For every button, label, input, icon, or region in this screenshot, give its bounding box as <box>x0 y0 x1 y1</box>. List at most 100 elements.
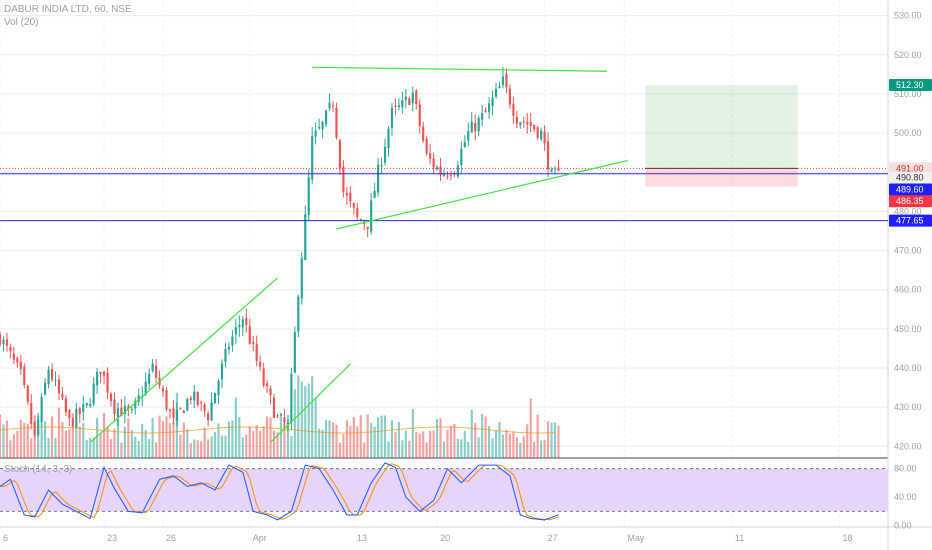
volume-bar <box>352 416 355 458</box>
candle-body <box>40 396 43 423</box>
volume-bar <box>120 442 123 458</box>
volume-bar <box>342 434 345 458</box>
volume-bar <box>200 441 203 458</box>
volume-bar <box>488 426 491 458</box>
price-tag-label: 486.35 <box>896 196 924 206</box>
volume-bar <box>276 432 279 458</box>
volume-bar <box>335 424 338 458</box>
volume-bar <box>12 434 15 458</box>
price-tag <box>889 171 932 184</box>
volume-bar <box>224 435 227 458</box>
volume-bar <box>47 438 50 458</box>
volume-bar <box>543 439 546 458</box>
candle-body <box>425 139 428 154</box>
candle-body <box>519 122 522 126</box>
volume-bar <box>429 431 432 458</box>
volume-bar <box>321 429 324 458</box>
chart-title: DABUR INDIA LTD, 60, NSE <box>4 4 132 15</box>
candle-body <box>30 403 33 424</box>
volume-bar <box>432 430 435 458</box>
time-tick-label: 18 <box>842 533 852 543</box>
volume-bar <box>442 441 446 458</box>
candle-body <box>213 392 217 404</box>
volume-bar <box>92 437 95 458</box>
candle-body <box>318 126 321 129</box>
candle-body <box>96 371 99 386</box>
volume-bar <box>134 436 137 458</box>
volume-ma-line <box>0 426 556 434</box>
volume-bar <box>515 437 518 458</box>
volume-bar <box>189 442 192 458</box>
volume-bar <box>186 429 189 458</box>
candle-body <box>148 373 151 384</box>
candle-body <box>515 116 518 124</box>
candle-body <box>342 166 345 193</box>
volume-bar <box>300 381 303 458</box>
candle-body <box>508 88 511 105</box>
volume-bar <box>446 429 449 458</box>
volume-bar <box>470 409 473 458</box>
candle-body <box>68 410 71 419</box>
candle-body <box>26 385 29 402</box>
volume-bar <box>522 436 525 458</box>
volume-bar <box>408 440 411 458</box>
volume-bar <box>331 422 335 458</box>
volume-bar <box>64 430 67 458</box>
price-tag <box>889 214 932 227</box>
stoch-tick-label: 80.00 <box>894 464 917 474</box>
trendline <box>89 277 278 443</box>
candle-body <box>522 121 525 123</box>
candle-body <box>276 415 279 417</box>
time-tick-label: 6 <box>3 533 8 543</box>
candle-body <box>418 104 421 126</box>
volume-bar <box>193 439 196 458</box>
candle-body <box>23 366 26 386</box>
candle-body <box>217 381 220 396</box>
volume-bar <box>57 407 61 458</box>
candle-body <box>328 102 331 109</box>
volume-bar <box>179 434 182 458</box>
volume-bar <box>501 434 505 458</box>
price-tick-label: 420.00 <box>894 441 922 451</box>
candle-body <box>512 104 515 116</box>
candle-body <box>272 397 276 418</box>
candle-body <box>113 399 116 415</box>
candle-body <box>172 408 175 418</box>
volume-bar <box>456 438 459 458</box>
candle-body <box>404 96 407 101</box>
candle-body <box>19 361 22 370</box>
volume-bar <box>113 428 116 458</box>
volume-bar <box>196 440 199 458</box>
candle-body <box>64 398 67 413</box>
candle-body <box>109 394 113 401</box>
volume-bar <box>546 421 550 458</box>
volume-bar <box>30 438 33 458</box>
candle-body <box>207 413 210 421</box>
volume-bar <box>449 425 453 458</box>
volume-bar <box>78 426 81 458</box>
volume-bar <box>40 424 43 458</box>
candle-body <box>477 117 480 132</box>
candle-body <box>61 393 64 398</box>
candle-body <box>155 365 158 378</box>
volume-bar <box>484 416 487 458</box>
volume-bar <box>373 426 376 458</box>
price-tag <box>889 195 932 208</box>
price-tag-label: 512.30 <box>896 80 924 90</box>
candle-body <box>429 153 432 159</box>
candle-body <box>543 131 546 144</box>
volume-bar <box>411 408 414 458</box>
price-tick-label: 470.00 <box>894 246 922 256</box>
candle-body <box>377 164 380 193</box>
price-tick-label: 510.00 <box>894 89 922 99</box>
candle-body <box>127 406 130 410</box>
volume-bar <box>505 429 508 458</box>
candle-body <box>467 131 470 141</box>
volume-bar <box>498 421 501 458</box>
candle-body <box>259 362 262 367</box>
candle-body <box>470 121 473 133</box>
candle-body <box>415 90 418 104</box>
volume-bar <box>453 423 456 458</box>
candle-body <box>435 167 439 170</box>
